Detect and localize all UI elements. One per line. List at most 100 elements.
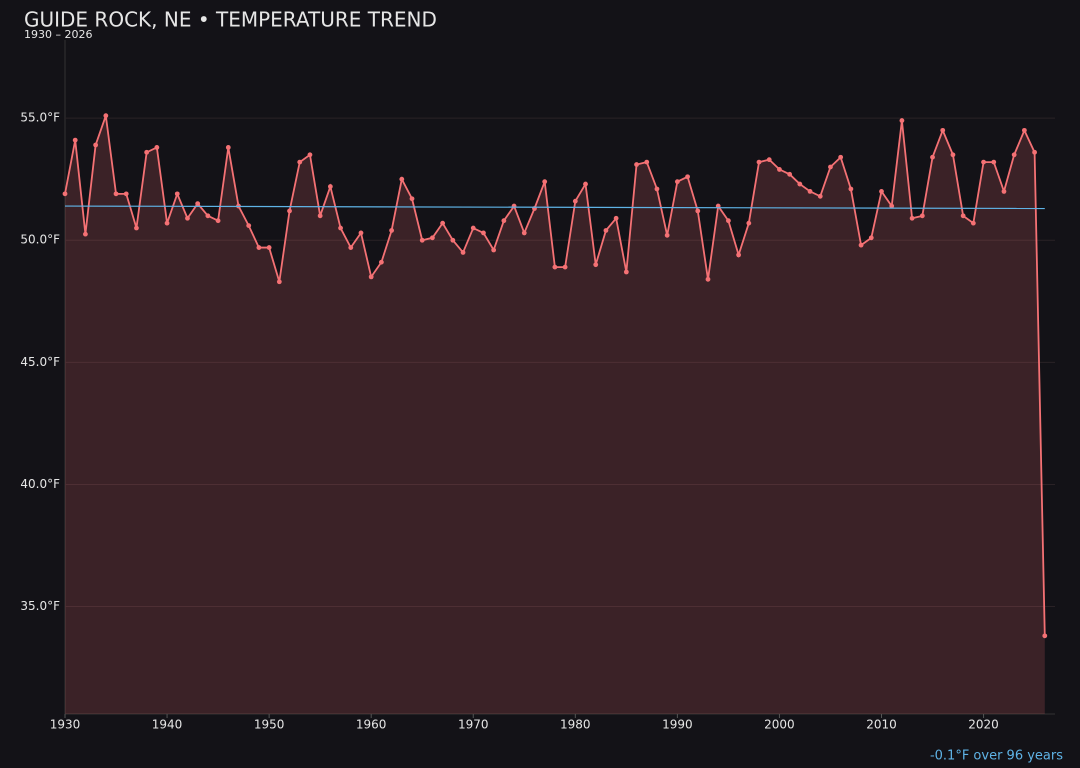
point — [195, 201, 201, 207]
point — [83, 231, 88, 237]
point — [430, 235, 435, 241]
point — [266, 245, 272, 250]
x-tick-label: 1930 — [50, 718, 81, 732]
x-tick-label: 1960 — [356, 718, 387, 732]
point — [317, 213, 323, 219]
point — [338, 225, 343, 231]
point — [307, 152, 313, 158]
point — [460, 250, 466, 255]
point — [817, 193, 823, 199]
point — [256, 245, 262, 250]
point — [736, 252, 742, 258]
point — [93, 142, 99, 148]
point — [419, 237, 425, 243]
point — [470, 225, 476, 231]
point — [1011, 152, 1017, 158]
point — [348, 245, 354, 250]
point — [930, 154, 935, 160]
point — [144, 149, 150, 155]
point — [644, 159, 650, 165]
point — [225, 145, 231, 150]
point — [879, 189, 884, 194]
point — [623, 269, 629, 275]
point — [185, 215, 190, 221]
y-tick-label: 40.0°F — [20, 477, 60, 491]
point — [552, 264, 558, 270]
y-tick-label: 55.0°F — [20, 111, 60, 125]
point — [960, 213, 966, 219]
trend-annotation: -0.1°F over 96 years — [930, 749, 1063, 764]
point — [787, 171, 793, 177]
trend-line — [64, 205, 1045, 210]
area — [65, 115, 1045, 715]
chart-subtitle: 1930 – 2026 — [24, 28, 92, 41]
point — [981, 159, 986, 165]
point — [583, 181, 588, 187]
point — [287, 208, 292, 214]
x-tick-label: 2000 — [764, 718, 795, 732]
point — [521, 230, 527, 236]
point — [440, 220, 446, 226]
point — [777, 167, 782, 172]
point — [562, 264, 568, 270]
point — [766, 157, 772, 163]
point — [297, 159, 303, 165]
point — [327, 184, 333, 189]
point — [868, 235, 874, 241]
point — [1042, 633, 1048, 639]
point — [501, 218, 507, 224]
x-tick-label: 1990 — [662, 718, 693, 732]
point — [970, 220, 976, 226]
point — [664, 232, 670, 238]
x-tick-label: 1940 — [152, 718, 183, 732]
point — [491, 247, 497, 253]
point — [807, 189, 813, 194]
point — [746, 220, 752, 226]
point — [909, 215, 915, 221]
point — [276, 279, 282, 285]
point — [828, 164, 833, 170]
y-tick-label: 45.0°F — [20, 355, 60, 369]
point — [542, 179, 548, 185]
point — [858, 242, 864, 248]
point — [919, 213, 925, 219]
x-tick-label: 2010 — [866, 718, 897, 732]
x-tick-label: 2020 — [968, 718, 999, 732]
point — [399, 176, 405, 182]
point — [103, 113, 109, 119]
point — [174, 191, 180, 197]
point — [613, 215, 619, 221]
point — [899, 118, 905, 123]
point — [889, 203, 895, 209]
point — [705, 276, 711, 282]
y-tick-label: 50.0°F — [20, 233, 60, 247]
point — [674, 179, 680, 185]
point — [123, 191, 129, 197]
x-tick-label: 1980 — [560, 718, 591, 732]
point — [1021, 127, 1027, 133]
point — [654, 186, 660, 192]
point — [164, 220, 170, 226]
point — [940, 127, 946, 133]
point — [695, 208, 701, 214]
point — [634, 162, 639, 167]
point — [572, 198, 578, 204]
point — [848, 186, 854, 192]
point — [113, 191, 119, 197]
point — [603, 228, 609, 233]
point — [838, 154, 844, 160]
point — [389, 228, 394, 233]
point — [450, 237, 456, 243]
chart-title: GUIDE ROCK, NE • TEMPERATURE TREND — [24, 8, 437, 32]
point — [1032, 149, 1037, 155]
point — [991, 159, 997, 165]
point — [797, 181, 803, 187]
point — [134, 225, 139, 231]
point — [205, 213, 211, 219]
x-tick-label: 1950 — [254, 718, 285, 732]
y-tick-label: 35.0°F — [20, 599, 60, 613]
x-tick-label: 1970 — [458, 718, 489, 732]
point — [246, 223, 252, 228]
